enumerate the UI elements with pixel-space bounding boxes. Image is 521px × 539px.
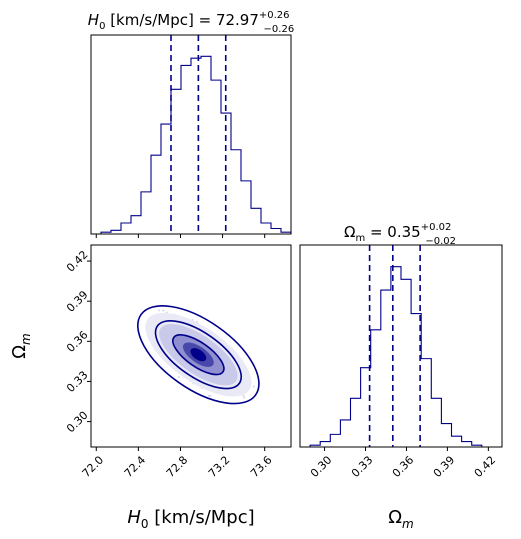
joint-x-tick-label-0: 72.0 — [80, 453, 107, 480]
joint-y-tick-label-0: 0.30 — [64, 409, 91, 436]
omegam-x-ticks: 0.30 0.33 0.36 0.39 0.42 — [308, 447, 498, 480]
scatter-point — [209, 394, 212, 397]
contour-line-0 — [137, 305, 260, 405]
x-axis-label-h0: H0 [km/s/Mpc] — [127, 507, 254, 531]
joint-y-tick-label-4: 0.42 — [64, 248, 91, 275]
omegam-x-tick-label-2: 0.36 — [390, 453, 417, 480]
joint-y-ticks: 0.30 0.33 0.36 0.39 0.42 — [64, 248, 91, 435]
omegam-histogram-step — [300, 266, 502, 448]
x-axis-label-omegam: Ωm — [388, 507, 413, 531]
contour-line-1 — [154, 320, 243, 390]
omegam-histogram-marks — [300, 245, 502, 448]
omegam-x-tick-label-4: 0.42 — [472, 453, 499, 480]
joint-x-ticks: 72.0 72.4 72.8 73.2 73.6 — [80, 447, 275, 480]
h0-histogram-step — [91, 55, 292, 235]
scatter-point — [252, 385, 255, 388]
scatter-point — [242, 394, 245, 397]
scatter-point — [158, 309, 161, 312]
h0-histogram-panel: H0 [km/s/Mpc] = 72.97+0.26 −0.26 — [88, 10, 294, 238]
joint-x-tick-label-3: 73.2 — [206, 453, 233, 480]
joint-x-tick-label-2: 72.8 — [164, 453, 191, 480]
h0-histogram-marks — [91, 35, 292, 238]
joint-panel: 72.0 72.4 72.8 73.2 73.6 0.30 0.33 0.36 0.39 0.4… — [64, 244, 292, 480]
joint-contour-marks — [137, 305, 260, 405]
y-axis-label-omegam: Ωm — [9, 333, 33, 358]
omegam-histogram-panel: Ωm = 0.35+0.02 −0.02 0.30 0.33 0.36 0.39 0.42 — [299, 222, 503, 480]
h0-histogram-frame — [90, 34, 292, 235]
joint-frame — [90, 244, 292, 448]
joint-y-tick-label-3: 0.39 — [64, 288, 91, 315]
omegam-x-tick-label-3: 0.39 — [431, 453, 458, 480]
omegam-x-tick-label-0: 0.30 — [308, 453, 335, 480]
omegam-x-tick-label-1: 0.33 — [349, 453, 376, 480]
density-level-4 — [190, 348, 207, 362]
joint-x-tick-label-1: 72.4 — [122, 453, 149, 480]
omegam-histogram-frame — [299, 244, 503, 448]
joint-y-tick-label-1: 0.33 — [64, 369, 91, 396]
joint-y-tick-label-2: 0.36 — [64, 328, 91, 355]
scatter-point — [243, 396, 246, 399]
joint-x-tick-label-4: 73.6 — [248, 453, 275, 480]
scatter-point — [162, 309, 165, 312]
scatter-point — [208, 394, 211, 397]
omegam-histogram-title: Ωm = 0.35+0.02 −0.02 — [344, 222, 456, 247]
h0-histogram-title: H0 [km/s/Mpc] = 72.97+0.26 −0.26 — [88, 10, 294, 35]
contour-line-2 — [172, 334, 225, 376]
scatter-point — [177, 375, 180, 378]
